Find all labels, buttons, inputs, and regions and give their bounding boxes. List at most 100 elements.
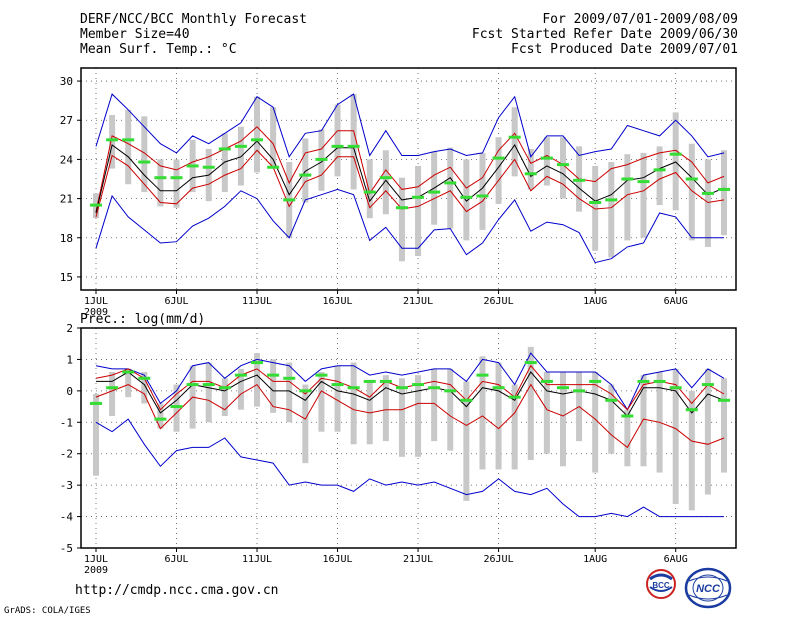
series-line-mean [96,371,725,417]
temperature-panel: 15 18 21 24 27 30 1JUL 6JUL 11JUL 16JUL 21JUL 26JUL… [60,67,737,318]
x-tick-label: 1AUG [583,554,607,565]
ensemble-bar [543,372,550,454]
x-tick-label: 6AUG [664,296,688,307]
ensemble-bar [640,152,647,238]
ensemble-bar [495,137,502,204]
ensemble-bar [350,362,357,445]
y-tick-label: 30 [60,75,73,88]
ensemble-bar [93,394,99,476]
source-url[interactable]: http://cmdp.ncc.cma.gov.cn [75,583,279,598]
ensemble-marker [283,198,296,202]
ensemble-bar [318,372,325,432]
ensemble-bar [270,359,277,413]
series-line-max [95,93,725,158]
ensemble-marker [347,144,360,148]
ensemble-marker [428,386,441,390]
ensemble-marker [460,398,473,402]
ensemble-marker [653,379,666,383]
ensemble-marker [251,361,264,365]
ensemble-marker [701,383,714,387]
ensemble-marker [508,395,521,399]
ensemble-bar [286,362,293,423]
ensemble-marker [556,163,569,167]
ensemble-bar [398,378,405,457]
ensemble-marker [669,386,682,390]
x-tick-label: 1JUL [84,554,108,565]
ensemble-bar [109,115,116,169]
ensemble-marker [524,361,537,365]
series-line-min [95,188,724,264]
series-line-max [95,352,725,411]
x-tick-label: 21JUL [403,554,433,565]
ensemble-marker [186,164,199,168]
x-tick-label: 6JUL [164,554,188,565]
ensemble-bar [495,362,502,470]
y-tick-label: 21 [60,193,73,206]
y-tick-label: 2 [66,322,73,335]
ensemble-bar [624,154,631,241]
ensemble-marker [315,373,328,377]
ensemble-bar [624,409,631,467]
ensemble-bar [221,133,228,193]
ensemble-marker [106,138,119,142]
ensemble-bar [543,137,550,186]
x-year-label: 2009 [84,307,108,318]
ensemble-bar [511,384,518,470]
x-tick-label: 6AUG [664,554,688,565]
ensemble-bar [479,356,486,470]
ensemble-bar [511,107,518,177]
y-tick-label: -2 [60,448,73,461]
ensemble-bar [592,372,599,473]
ensemble-marker [106,386,119,390]
y-tick-label: 1 [66,353,73,366]
ensemble-bar [431,368,438,442]
ensemble-bar [721,150,727,236]
ensemble-bar [270,107,277,166]
ensemble-marker [556,386,569,390]
ensemble-bar [221,378,228,416]
ensemble-bar [688,143,695,241]
ensemble-bar [463,159,470,241]
ensemble-marker [138,376,151,380]
ensemble-bar [382,150,389,215]
series-line-spread-upper [95,364,725,411]
ensemble-marker [202,383,215,387]
forecast-produced: Fcst Produced Date 2009/07/01 [511,42,738,57]
series-line-spread-lower [95,383,725,449]
ensemble-marker [637,379,650,383]
ensemble-marker [138,160,151,164]
plot-frame [80,67,737,291]
ensemble-marker [170,405,183,409]
ensemble-bar [415,165,422,257]
ensemble-marker [363,379,376,383]
x-tick-label: 26JUL [484,296,514,307]
y-tick-label: -5 [60,542,73,555]
ensemble-marker [621,414,634,418]
ensemble-marker [605,198,618,202]
ensemble-bar [125,109,132,185]
variable-label: Mean Surf. Temp.: °C [80,42,237,57]
ensemble-bar [640,375,647,467]
ensemble-marker [444,181,457,185]
chart-title: DERF/NCC/BCC Monthly Forecast [80,12,307,27]
ensemble-marker [589,379,602,383]
x-tick-label: 21JUL [403,296,433,307]
ensemble-bar [704,368,711,495]
ensemble-marker [234,144,247,148]
series-line-mean [95,140,725,214]
ensemble-bar [608,162,615,258]
ensemble-marker [524,172,537,176]
grads-credit: GrADS: COLA/IGES [4,606,91,616]
ensemble-bar [157,159,164,207]
precipitation-panel: 2 1 0 -1 -2 -3 -4 -5 1JUL 6JUL 11JUL 16JUL 21JUL 26JU… [60,312,737,576]
ensemble-marker [685,408,698,412]
ensemble-marker [637,180,650,184]
ensemble-bar [157,403,164,429]
ensemble-marker [363,190,376,194]
y-tick-label: 15 [60,271,73,284]
ensemble-marker [234,373,247,377]
ensemble-marker [492,386,505,390]
ensemble-marker [202,165,215,169]
ensemble-marker [718,187,730,191]
